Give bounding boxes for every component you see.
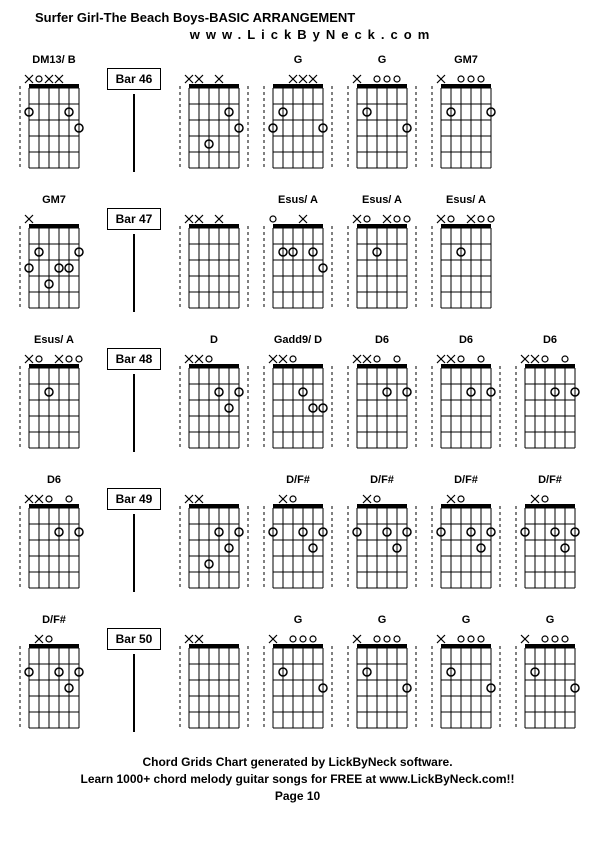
chord-cell: D/F# — [259, 474, 337, 600]
footer-line-1: Chord Grids Chart generated by LickByNec… — [5, 754, 590, 771]
chord-name: DM13/ B — [32, 54, 75, 68]
bar-label: Bar 47 — [107, 208, 162, 230]
chord-cell: D/F# — [343, 474, 421, 600]
chord-row: D6 Bar 49 D/F# D/F# D/F# D/F# — [5, 474, 590, 600]
chord-name: GM7 — [454, 54, 478, 68]
chord-cell: Esus/ A — [343, 194, 421, 320]
chord-cell — [175, 194, 253, 320]
chord-cell: Gadd9/ D — [259, 334, 337, 460]
bar-cell: Bar 50 — [99, 614, 169, 732]
chord-row: DM13/ B Bar 46 G G GM7 — [5, 54, 590, 180]
chord-name: D6 — [543, 334, 557, 348]
chord-cell: D6 — [427, 334, 505, 460]
chord-name: G — [462, 614, 471, 628]
chord-cell: GM7 — [427, 54, 505, 180]
chord-cell: G — [427, 614, 505, 740]
chord-cell: D6 — [15, 474, 93, 600]
chord-name: GM7 — [42, 194, 66, 208]
chord-cell: G — [259, 614, 337, 740]
bar-label: Bar 46 — [107, 68, 162, 90]
chord-name: G — [294, 54, 303, 68]
chord-row: Esus/ A Bar 48 D Gadd9/ D D6 D6 D6 — [5, 334, 590, 460]
chord-cell: Esus/ A — [427, 194, 505, 320]
bar-label: Bar 49 — [107, 488, 162, 510]
bar-line — [133, 94, 135, 172]
bar-cell: Bar 49 — [99, 474, 169, 592]
chord-name: D/F# — [42, 614, 66, 628]
chord-cell: D/F# — [15, 614, 93, 740]
bar-line — [133, 654, 135, 732]
bar-label: Bar 48 — [107, 348, 162, 370]
chord-cell: D/F# — [511, 474, 589, 600]
chord-cell: D6 — [343, 334, 421, 460]
chord-rows: DM13/ BBar 46GGGM7GM7Bar 47Esus/ AEsus/ … — [5, 54, 590, 740]
chord-name: G — [378, 54, 387, 68]
chord-cell: G — [511, 614, 589, 740]
chord-cell — [175, 474, 253, 600]
chord-name: Esus/ A — [278, 194, 318, 208]
chord-row: D/F# Bar 50 G G G G — [5, 614, 590, 740]
chord-cell: D6 — [511, 334, 589, 460]
bar-line — [133, 374, 135, 452]
footer-line-3: Page 10 — [5, 788, 590, 805]
chord-row: GM7 Bar 47 Esus/ A Esus/ A Esus/ A — [5, 194, 590, 320]
chord-name: G — [294, 614, 303, 628]
chord-name: D/F# — [286, 474, 310, 488]
bar-cell: Bar 48 — [99, 334, 169, 452]
chord-cell: G — [259, 54, 337, 180]
bar-cell: Bar 46 — [99, 54, 169, 172]
chord-name: Esus/ A — [34, 334, 74, 348]
chord-cell: Esus/ A — [259, 194, 337, 320]
chord-cell: G — [343, 614, 421, 740]
chord-cell — [175, 614, 253, 740]
chord-name: Gadd9/ D — [274, 334, 322, 348]
chord-name: D/F# — [370, 474, 394, 488]
chord-cell: Esus/ A — [15, 334, 93, 460]
chord-cell: D/F# — [427, 474, 505, 600]
chord-name: G — [546, 614, 555, 628]
chord-cell: GM7 — [15, 194, 93, 320]
song-title: Surfer Girl-The Beach Boys-BASIC ARRANGE… — [35, 10, 590, 25]
chord-name: Esus/ A — [446, 194, 486, 208]
footer-line-2: Learn 1000+ chord melody guitar songs fo… — [5, 771, 590, 788]
chord-name: Esus/ A — [362, 194, 402, 208]
bar-label: Bar 50 — [107, 628, 162, 650]
chord-name: G — [378, 614, 387, 628]
chord-cell: G — [343, 54, 421, 180]
chord-name: D/F# — [454, 474, 478, 488]
site-subtitle: www.LickByNeck.com — [35, 27, 590, 42]
chord-cell: DM13/ B — [15, 54, 93, 180]
chord-cell: D — [175, 334, 253, 460]
chord-cell — [175, 54, 253, 180]
chord-name: D6 — [459, 334, 473, 348]
chord-name: D — [210, 334, 218, 348]
bar-line — [133, 514, 135, 592]
header: Surfer Girl-The Beach Boys-BASIC ARRANGE… — [5, 10, 590, 42]
footer: Chord Grids Chart generated by LickByNec… — [5, 754, 590, 804]
chord-name: D6 — [375, 334, 389, 348]
bar-line — [133, 234, 135, 312]
chord-name: D/F# — [538, 474, 562, 488]
bar-cell: Bar 47 — [99, 194, 169, 312]
chord-name: D6 — [47, 474, 61, 488]
